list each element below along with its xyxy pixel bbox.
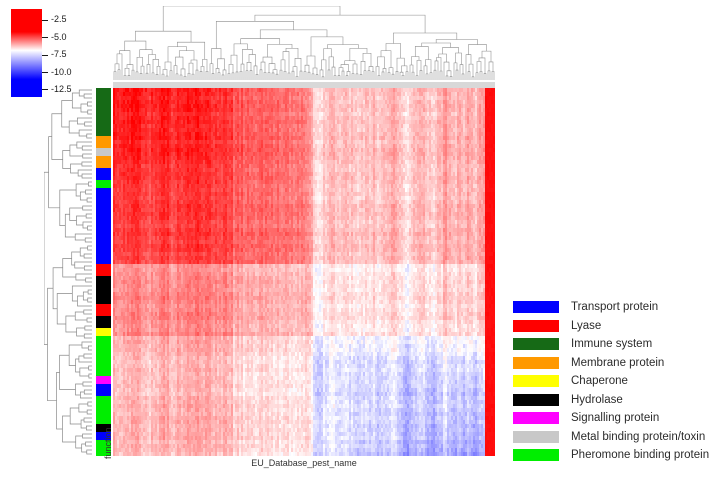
color-scale-tick: -7.5 [42,49,67,59]
legend-color-swatch [513,393,559,406]
legend-item[interactable]: Signalling protein [513,409,709,428]
legend-color-swatch [513,375,559,388]
legend-item-label: Metal binding protein/toxin [571,430,706,443]
row-function-annotation-track [96,88,111,456]
legend-item[interactable]: Metal binding protein/toxin [513,428,709,447]
color-scale-tick: -2.5 [42,14,67,24]
legend-item[interactable]: Transport protein [513,298,709,317]
row-annotation-block [96,304,111,316]
color-scale-gradient [11,9,42,97]
color-scale-tick-label: -10.0 [51,66,72,77]
legend-item[interactable]: Membrane protein [513,354,709,373]
legend-color-swatch [513,319,559,332]
row-annotation-block [96,136,111,148]
row-annotation-block [96,88,111,136]
row-annotation-block [96,264,111,276]
color-scale-tick-label: -7.5 [51,49,67,60]
function-legend: Transport protein Lyase Immune system Membr… [513,298,709,465]
row-annotation-axis-label: function [92,427,113,495]
color-scale-tick: -10.0 [42,67,72,77]
tick-dash-icon [42,89,48,91]
legend-item-label: Lyase [571,319,602,332]
legend-color-swatch [513,301,559,314]
legend-item[interactable]: Pheromone binding protein [513,446,709,465]
row-annotation-block [96,396,111,424]
color-scale-tick-label: -5.0 [51,31,67,42]
row-annotation-block [96,384,111,396]
legend-item-label: Membrane protein [571,356,665,369]
color-scale-tick-label: -2.5 [51,14,67,25]
legend-item-label: Chaperone [571,375,628,388]
x-axis-label: EU_Database_pest_name [251,458,357,468]
row-annotation-block [96,432,111,440]
legend-item[interactable]: Hydrolase [513,391,709,410]
row-annotation-block [96,316,111,328]
legend-item-label: Signalling protein [571,412,660,425]
tick-dash-icon [42,54,48,56]
legend-item[interactable]: Lyase [513,317,709,336]
row-annotation-block [96,424,111,432]
column-leaf-ticks [113,82,495,89]
row-annotation-block [96,376,111,384]
legend-item-label: Transport protein [571,301,659,314]
column-dendrogram-branches [113,6,495,80]
row-annotation-block [96,440,111,456]
legend-item-label: Hydrolase [571,393,623,406]
row-dendrogram [44,89,92,455]
legend-item-label: Pheromone binding protein [571,449,709,462]
tick-dash-icon [42,37,48,39]
color-scale-legend: -2.5 -5.0 -7.5 -10.0 -12.5 [8,6,108,101]
column-leaf-tick-marks [113,82,495,89]
legend-item[interactable]: Immune system [513,335,709,354]
legend-item-label: Immune system [571,338,653,351]
color-scale-tick: -12.5 [42,84,72,94]
row-annotation-block [96,336,111,376]
legend-item[interactable]: Chaperone [513,372,709,391]
column-dendrogram [113,6,495,80]
row-annotation-block [96,188,111,264]
legend-color-swatch [513,449,559,462]
color-scale-ticks: -2.5 -5.0 -7.5 -10.0 -12.5 [42,9,108,97]
row-annotation-block [96,328,111,336]
color-scale-tick: -5.0 [42,32,67,42]
row-annotation-block [96,148,111,156]
row-annotation-block [96,168,111,180]
legend-color-swatch [513,356,559,369]
clustered-heatmap-plot: EU_Database_pest_name function [44,6,495,495]
heatmap-matrix [113,88,495,456]
row-annotation-block [96,276,111,304]
tick-dash-icon [42,71,48,73]
legend-color-swatch [513,412,559,425]
row-dendrogram-branches [44,89,92,455]
legend-color-swatch [513,338,559,351]
legend-color-swatch [513,430,559,443]
tick-dash-icon [42,19,48,21]
row-annotation-block [96,156,111,168]
row-annotation-axis-label-text: function [103,427,113,459]
row-annotation-block [96,180,111,188]
color-scale-tick-label: -12.5 [51,84,72,95]
